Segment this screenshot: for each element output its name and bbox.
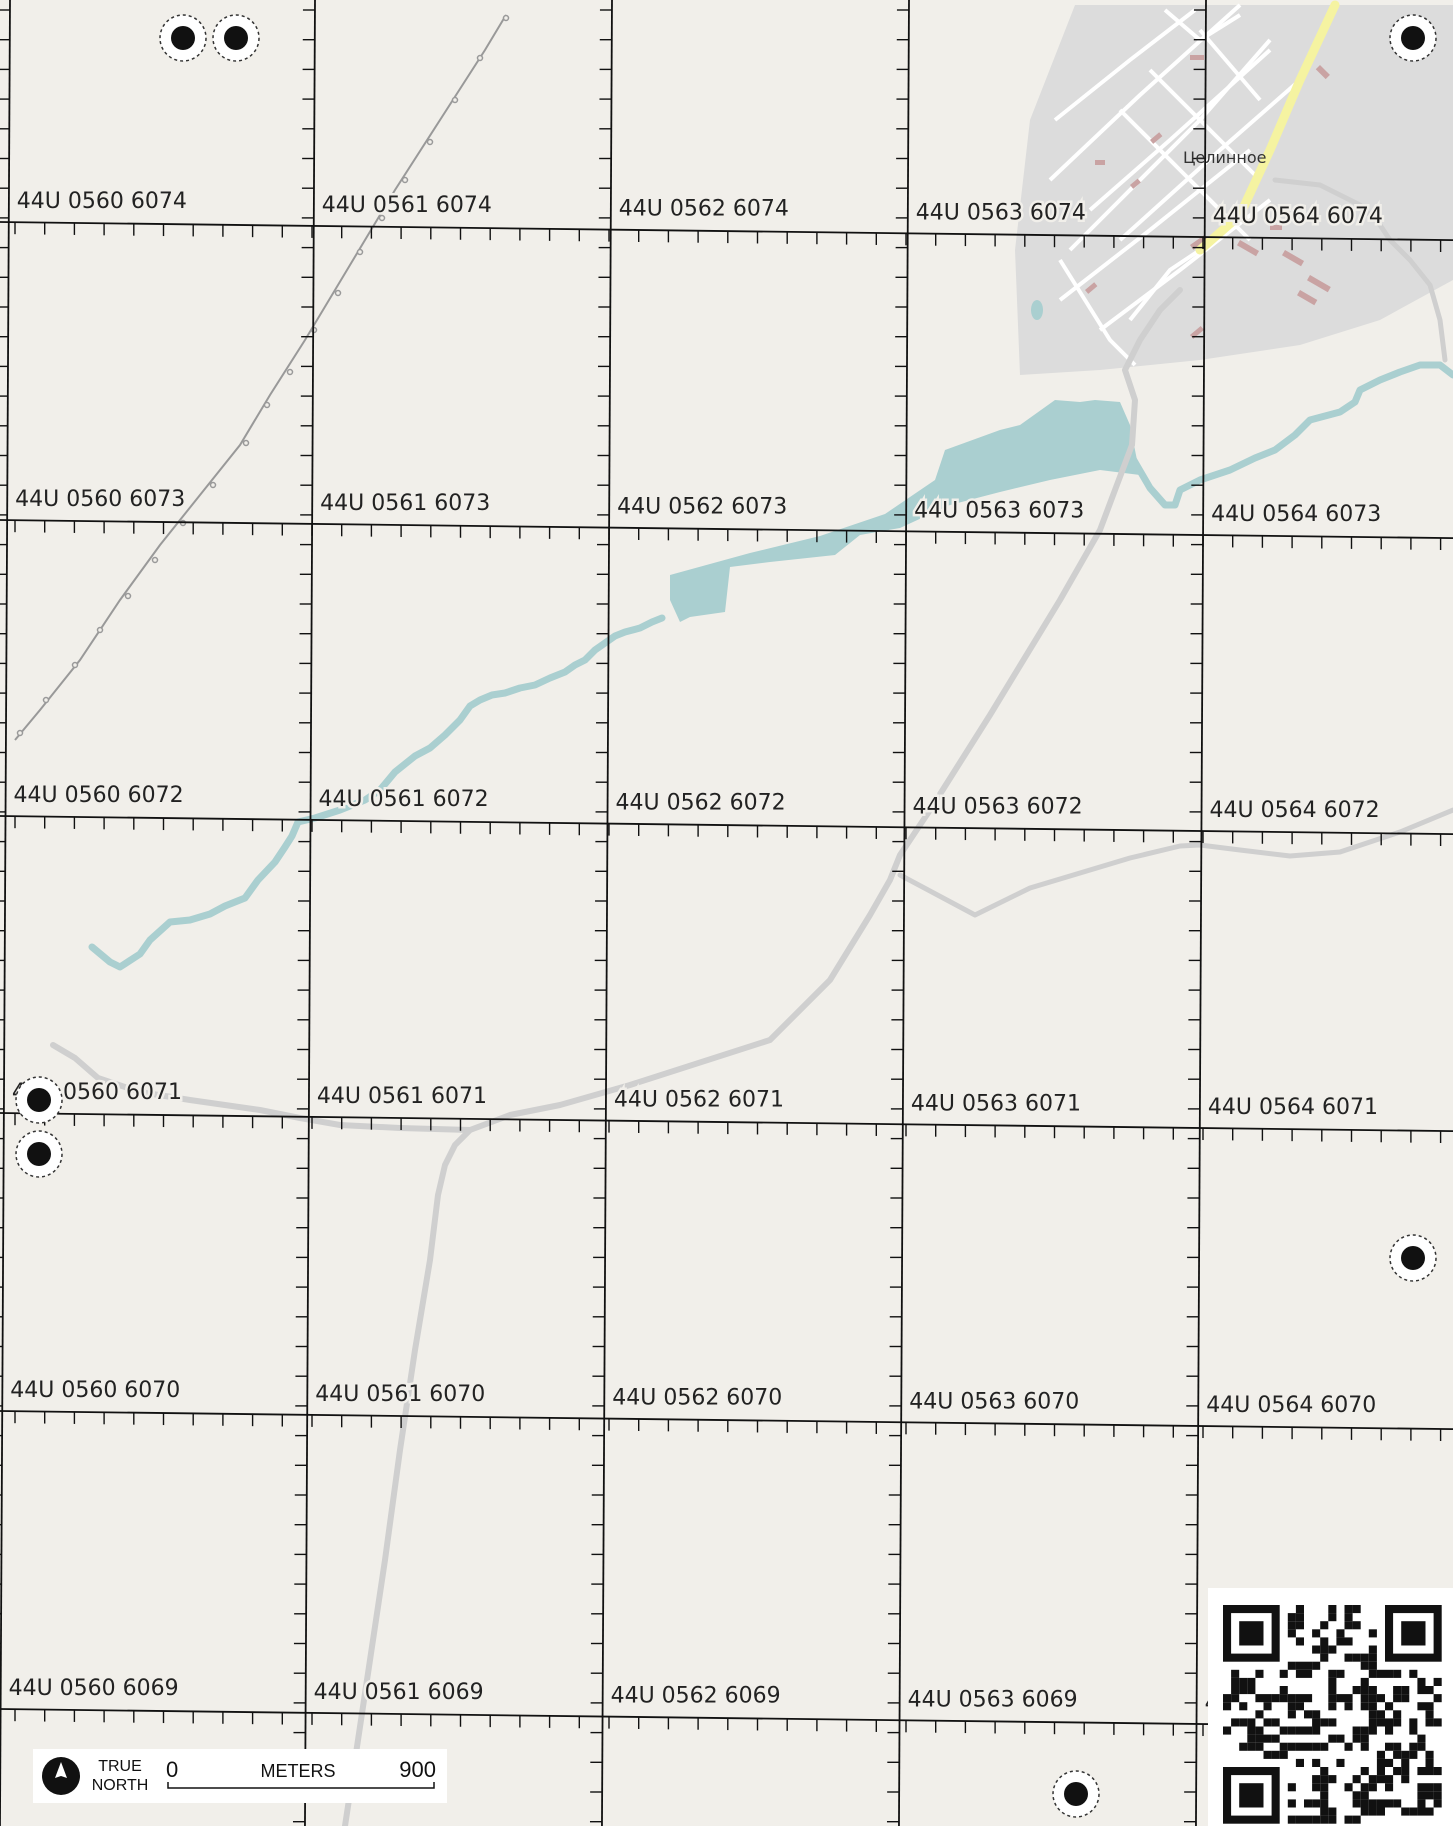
grid-northing-line	[0, 519, 1453, 540]
grid-northing-line	[0, 815, 1453, 836]
grid-label: 44U 0561 6070	[315, 1382, 485, 1407]
grid-easting-line	[1195, 0, 1207, 1826]
control-point-dot	[1064, 1782, 1088, 1806]
control-point-dot	[27, 1088, 51, 1112]
highway	[1195, 0, 1340, 255]
map-legend: TRUE NORTH 0 METERS 900	[33, 1749, 447, 1803]
scale-start: 0	[166, 1757, 178, 1782]
grid-label: 44U 0562 6072	[616, 791, 786, 816]
grid-northing-line	[0, 1112, 1453, 1133]
grid-label: 44U 0560 6072	[14, 783, 184, 808]
place-label: Целинное	[1183, 148, 1266, 167]
north-arrow-icon	[42, 1757, 80, 1795]
grid-label: 44U 0562 6069	[611, 1684, 781, 1709]
grid-label: 44U 0563 6071	[911, 1091, 1081, 1116]
grid-label: 44U 0564 6070	[1206, 1393, 1376, 1418]
true-north-label-line1: TRUE	[98, 1758, 142, 1775]
grid-label: 44U 0561 6072	[319, 787, 489, 812]
grid-northing-line	[0, 1410, 1453, 1431]
grid-label: 44U 0563 6074	[916, 200, 1086, 225]
true-north-label-line2: NORTH	[92, 1777, 149, 1794]
grid-label: 44U 0564 6071	[1208, 1095, 1378, 1120]
grid-label: 44U 0562 6074	[619, 197, 789, 222]
grid-easting-line	[601, 0, 613, 1826]
grid-label: 44U 0561 6069	[314, 1680, 484, 1705]
control-point-dot	[1401, 1246, 1425, 1270]
grid-label: 44U 0560 6070	[10, 1378, 180, 1403]
control-point-markers	[15, 14, 1437, 1818]
railway	[14, 14, 510, 741]
grid-easting-line	[898, 0, 910, 1826]
grid-northing-line	[0, 221, 1453, 242]
grid-label: 44U 0560 6074	[17, 189, 187, 214]
utm-grid-labels: 44U 0560 6074 44U 0561 6074 44U 0562 6074 4…	[6, 187, 1385, 1719]
pond	[670, 400, 1140, 622]
grid-label: 44U 0562 6070	[612, 1386, 782, 1411]
grid-label: 44U 0561 6073	[320, 491, 490, 516]
grid-easting-line	[304, 0, 316, 1826]
control-point-dot	[224, 26, 248, 50]
grid-label: 44U 0564 6073	[1211, 502, 1381, 527]
grid-label: 44U 0562 6073	[617, 495, 787, 520]
scale-end: 900	[399, 1757, 436, 1782]
scale-unit: METERS	[260, 1761, 335, 1781]
grid-label: 44U 0563 6073	[914, 498, 1084, 523]
grid-label: 44U 0561 6071	[317, 1084, 487, 1109]
grid-label: 44U 0563 6069	[908, 1687, 1078, 1712]
qr-code-icon	[1208, 1588, 1453, 1826]
grid-easting-line	[0, 0, 11, 1826]
control-point-dot	[171, 26, 195, 50]
grid-label: 44U 0563 6072	[913, 794, 1083, 819]
control-point-dot	[27, 1142, 51, 1166]
control-point-dot	[1401, 26, 1425, 50]
grid-label: 44U 0562 6071	[614, 1088, 784, 1113]
utm-grid-ticks	[0, 9, 1442, 1823]
grid-label: 44U 0564 6072	[1210, 798, 1380, 823]
grid-label: 44U 0564 6074	[1213, 204, 1383, 229]
grid-label: 44U 0560 6073	[15, 487, 185, 512]
scale-bar	[167, 1782, 435, 1789]
river	[88, 361, 1453, 971]
grid-label: 44U 0563 6070	[909, 1389, 1079, 1414]
grid-label: 44U 0561 6074	[322, 193, 492, 218]
grid-label: 44U 0560 6069	[9, 1676, 179, 1701]
